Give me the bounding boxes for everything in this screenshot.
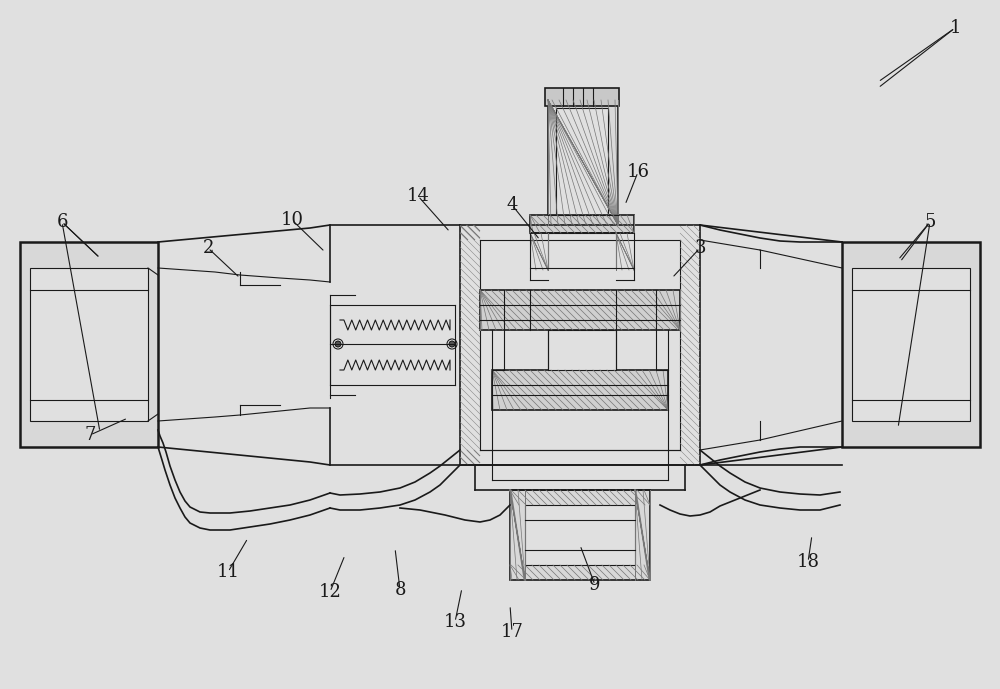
Bar <box>842 242 980 447</box>
Text: 2: 2 <box>202 239 214 257</box>
Text: 18: 18 <box>796 553 820 571</box>
Circle shape <box>333 339 343 349</box>
Bar <box>530 215 634 233</box>
Text: 10: 10 <box>281 211 304 229</box>
Text: 9: 9 <box>589 576 601 594</box>
Text: 4: 4 <box>506 196 518 214</box>
Text: 7: 7 <box>84 426 96 444</box>
Text: 8: 8 <box>394 581 406 599</box>
Bar <box>852 268 970 421</box>
Text: 11: 11 <box>217 563 240 581</box>
Circle shape <box>335 341 341 347</box>
Text: 17: 17 <box>501 623 523 641</box>
Bar <box>30 268 148 421</box>
Bar <box>510 490 650 580</box>
Text: 6: 6 <box>56 213 68 231</box>
Text: 12: 12 <box>319 583 341 601</box>
Circle shape <box>447 339 457 349</box>
Text: 14: 14 <box>407 187 429 205</box>
Bar <box>545 88 619 106</box>
Bar <box>556 108 608 216</box>
Text: 3: 3 <box>694 239 706 257</box>
Text: 1: 1 <box>949 19 961 37</box>
Bar <box>480 290 680 330</box>
Bar <box>548 100 618 225</box>
Text: 13: 13 <box>444 613 467 631</box>
Bar <box>492 370 668 410</box>
Bar <box>548 330 616 370</box>
Bar <box>548 233 616 268</box>
Text: 16: 16 <box>626 163 650 181</box>
Text: 5: 5 <box>924 213 936 231</box>
Bar <box>525 505 635 565</box>
Circle shape <box>449 341 455 347</box>
Bar <box>20 242 158 447</box>
